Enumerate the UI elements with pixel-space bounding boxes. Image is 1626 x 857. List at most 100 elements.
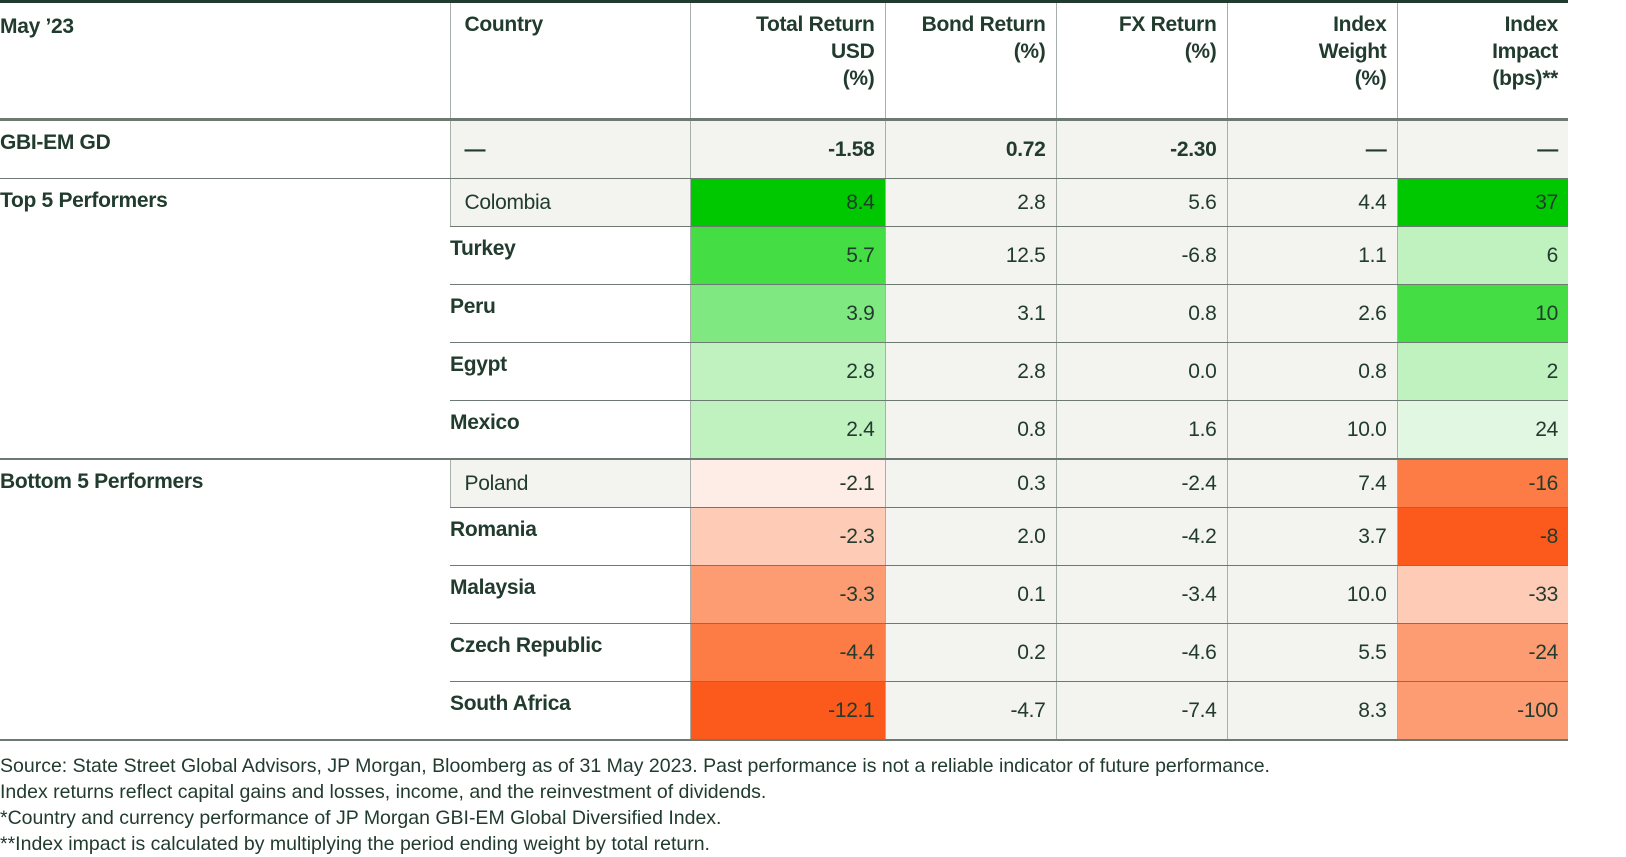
footnote-source: Source: State Street Global Advisors, JP…: [0, 755, 1270, 777]
table-row: Romania -2.3 2.0 -4.2 3.7 -8: [0, 507, 1568, 566]
column-header-line: Bond Return: [921, 13, 1046, 36]
table-row: Malaysia -3.3 0.1 -3.4 10.0 -33: [0, 565, 1568, 624]
bond-return-cell: 0.3: [884, 459, 1056, 508]
column-header: May ’23: [0, 1, 450, 121]
column-header-line: USD: [831, 40, 875, 63]
column-header-line: (%): [842, 67, 875, 90]
bond-return-cell: 2.0: [884, 507, 1056, 566]
column-header: Total Return USD (%): [689, 1, 885, 121]
table-row: Czech Republic -4.4 0.2 -4.6 5.5 -24: [0, 623, 1568, 682]
header-row: May ’23 Country Total Return USD (%) Bond Ret…: [0, 1, 1568, 121]
summary-total-return: -1.58: [689, 119, 885, 179]
summary-row: GBI-EM GD — -1.58 0.72 -2.30 — —: [0, 119, 1568, 179]
index-weight-cell: 3.7: [1226, 507, 1397, 566]
total-return-cell: 2.4: [689, 400, 885, 460]
index-weight-cell: 5.5: [1226, 623, 1397, 682]
column-header-line: (%): [1184, 40, 1217, 63]
bond-return-cell: 2.8: [884, 342, 1056, 401]
footnotes: Source: State Street Global Advisors, JP…: [0, 753, 1626, 857]
bond-return-cell: 0.1: [884, 565, 1056, 624]
column-header: FX Return (%): [1055, 1, 1227, 121]
country-cell: Malaysia: [450, 565, 690, 624]
column-header-line: Country: [464, 13, 544, 36]
fx-return-cell: 5.6: [1055, 178, 1227, 227]
bond-return-cell: -4.7: [884, 681, 1056, 741]
index-weight-cell: 10.0: [1226, 565, 1397, 624]
index-impact-cell: 2: [1396, 342, 1568, 401]
country-cell: Peru: [450, 284, 690, 343]
index-impact-cell: -24: [1396, 623, 1568, 682]
table-row: Mexico 2.4 0.8 1.6 10.0 24: [0, 400, 1568, 460]
total-return-cell: -12.1: [689, 681, 885, 741]
table-row: Top 5 Performers Colombia 8.4 2.8 5.6 4.4 37: [0, 178, 1568, 460]
column-header-line: FX Return: [1118, 13, 1217, 36]
index-weight-cell: 7.4: [1226, 459, 1397, 508]
footnote-returns: Index returns reflect capital gains and …: [0, 781, 767, 803]
country-cell: Turkey: [450, 226, 690, 285]
table-row: South Africa -12.1 -4.7 -7.4 8.3 -100: [0, 681, 1568, 741]
table-row: Turkey 5.7 12.5 -6.8 1.1 6: [0, 226, 1568, 285]
table-row: Egypt 2.8 2.8 0.0 0.8 2: [0, 342, 1568, 401]
bond-return-cell: 0.8: [884, 400, 1056, 460]
total-return-cell: -2.1: [689, 459, 885, 508]
summary-country: —: [449, 119, 690, 179]
fx-return-cell: -4.2: [1055, 507, 1227, 566]
footnote-index: *Country and currency performance of JP …: [0, 807, 722, 829]
fx-return-cell: -7.4: [1055, 681, 1227, 741]
total-return-cell: 8.4: [689, 178, 885, 227]
column-header-line: Weight: [1318, 40, 1387, 63]
country-cell: South Africa: [450, 681, 690, 741]
column-header: Index Weight (%): [1226, 1, 1397, 121]
index-impact-cell: -16: [1396, 459, 1568, 508]
total-return-cell: 3.9: [689, 284, 885, 343]
country-cell: Egypt: [450, 342, 690, 401]
column-header: Index Impact (bps)**: [1396, 1, 1568, 121]
column-header: Bond Return (%): [884, 1, 1056, 121]
index-weight-cell: 0.8: [1226, 342, 1397, 401]
index-weight-cell: 2.6: [1226, 284, 1397, 343]
column-header: Country: [449, 1, 690, 121]
group-label: Bottom 5 Performers: [0, 459, 450, 741]
column-header-line: Impact: [1492, 40, 1558, 63]
index-weight-cell: 8.3: [1226, 681, 1397, 741]
bond-return-cell: 3.1: [884, 284, 1056, 343]
fx-return-cell: -6.8: [1055, 226, 1227, 285]
country-cell: Poland: [449, 459, 690, 508]
index-impact-cell: 6: [1396, 226, 1568, 285]
bond-return-cell: 2.8: [884, 178, 1056, 227]
index-impact-cell: 10: [1396, 284, 1568, 343]
index-weight-cell: 10.0: [1226, 400, 1397, 460]
total-return-cell: 2.8: [689, 342, 885, 401]
column-header-line: Index: [1333, 13, 1387, 36]
total-return-cell: -4.4: [689, 623, 885, 682]
column-header-line: Index: [1504, 13, 1559, 36]
footnote-impact: **Index impact is calculated by multiply…: [0, 833, 710, 855]
fx-return-cell: 0.8: [1055, 284, 1227, 343]
index-weight-cell: 1.1: [1226, 226, 1397, 285]
index-impact-cell: -33: [1396, 565, 1568, 624]
performance-table: May ’23 Country Total Return USD (%) Bond Ret…: [0, 0, 1568, 741]
summary-index-impact: —: [1396, 119, 1568, 179]
index-impact-cell: -8: [1396, 507, 1568, 566]
country-cell: Colombia: [449, 178, 690, 227]
summary-bond-return: 0.72: [884, 119, 1056, 179]
column-header-line: May ’23: [0, 15, 74, 38]
column-header-line: (%): [1354, 67, 1387, 90]
fx-return-cell: -4.6: [1055, 623, 1227, 682]
column-header-line: (bps)**: [1492, 67, 1558, 90]
fx-return-cell: -2.4: [1055, 459, 1227, 508]
country-cell: Czech Republic: [450, 623, 690, 682]
bond-return-cell: 0.2: [884, 623, 1056, 682]
fx-return-cell: 0.0: [1055, 342, 1227, 401]
country-cell: Romania: [450, 507, 690, 566]
column-header-line: Total Return: [755, 13, 875, 36]
summary-label: GBI-EM GD: [0, 119, 450, 179]
column-header-line: (%): [1013, 40, 1046, 63]
table-row: Peru 3.9 3.1 0.8 2.6 10: [0, 284, 1568, 343]
index-weight-cell: 4.4: [1226, 178, 1397, 227]
total-return-cell: -2.3: [689, 507, 885, 566]
total-return-cell: -3.3: [689, 565, 885, 624]
index-impact-cell: 24: [1396, 400, 1568, 460]
country-cell: Mexico: [450, 400, 690, 460]
fx-return-cell: 1.6: [1055, 400, 1227, 460]
